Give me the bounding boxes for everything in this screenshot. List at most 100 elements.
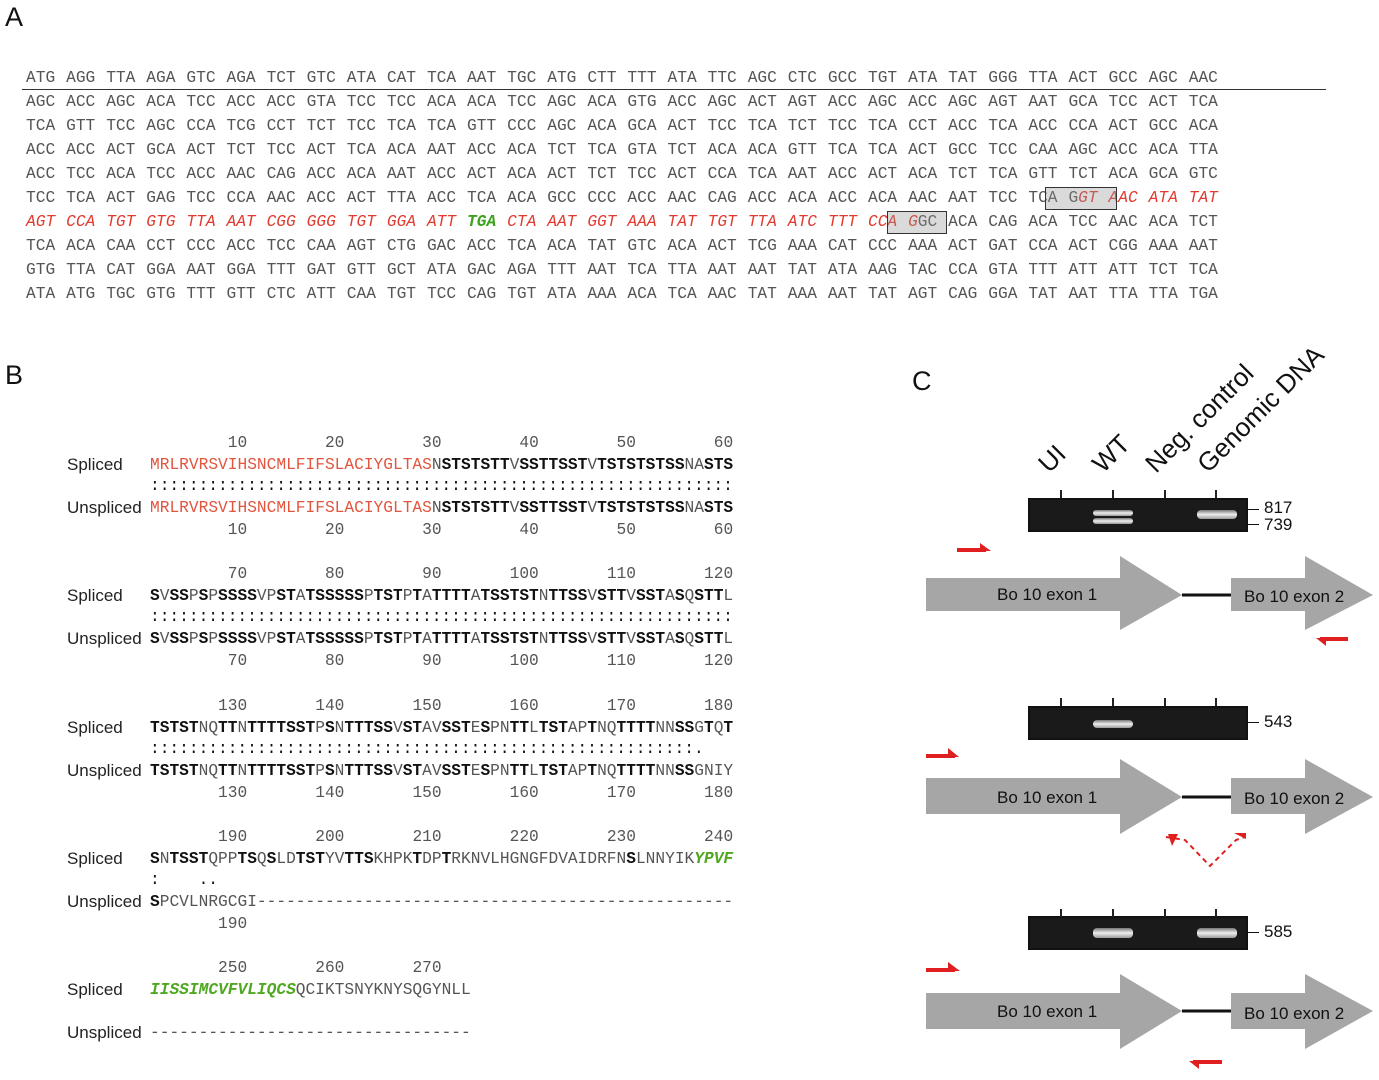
codon: ACT — [908, 141, 938, 159]
codon: CAG — [266, 165, 296, 183]
position-number: 70 — [227, 565, 248, 583]
codon: ACC — [306, 189, 336, 207]
codon: ACT — [346, 189, 376, 207]
codon: AGC — [867, 93, 898, 111]
codon: TTA — [106, 69, 136, 87]
codon: ACC — [306, 165, 336, 183]
position-number: 230 — [606, 828, 636, 846]
codon: AAT — [226, 213, 256, 231]
lane-label-wt: WT — [1086, 428, 1136, 479]
position-number: 120 — [704, 652, 734, 670]
gel-3-tick — [1164, 909, 1166, 917]
codon: TTT — [1028, 261, 1058, 279]
codon: GTT — [346, 261, 376, 279]
codon: CCT — [266, 117, 296, 135]
codon: GAT — [306, 261, 336, 279]
codon: TCG — [747, 237, 777, 255]
codon: TCA — [587, 141, 617, 159]
codon: TTT — [266, 261, 296, 279]
codon: TCC — [827, 117, 858, 135]
position-number: 120 — [704, 565, 734, 583]
codon: GTA — [988, 261, 1018, 279]
codon: ACC — [26, 141, 56, 159]
codon: ACA — [747, 141, 777, 159]
codon: ACA — [1148, 141, 1178, 159]
forward-primer-head — [948, 748, 959, 757]
codon: GTT — [226, 285, 256, 303]
exon-1-label: Bo 10 exon 1 — [997, 585, 1098, 604]
codon: AGT — [988, 93, 1018, 111]
codon: AGG — [66, 69, 96, 87]
codon: TAT — [867, 285, 898, 303]
codon: TAT — [1028, 285, 1058, 303]
codon: TCC — [346, 93, 376, 111]
codon: TCA — [426, 117, 457, 135]
codon: TCC — [627, 165, 657, 183]
codon: ACA — [146, 93, 176, 111]
codon: GGA — [386, 213, 416, 231]
position-number: 170 — [606, 697, 636, 715]
sequence-row: ACC ACC ACT GCA ACT TCT TCC ACT TCA ACA AAT ACC ACA T… — [26, 138, 1229, 162]
position-number: 130 — [218, 697, 248, 715]
codon: AGC — [747, 69, 777, 87]
codon: AAA — [1148, 237, 1178, 255]
codon: ATG — [66, 285, 96, 303]
codon: ACT — [867, 165, 898, 183]
exon-1-label: Bo 10 exon 1 — [997, 788, 1098, 807]
reverse-primer-head — [1316, 638, 1326, 646]
position-number: 180 — [704, 697, 734, 715]
spliced-label: Spliced — [67, 718, 123, 737]
codon: ACC — [747, 189, 777, 207]
gel-2-tick — [1164, 698, 1166, 706]
codon: GGT — [1068, 189, 1098, 207]
codon: TGT — [386, 285, 416, 303]
forward-primer-head — [980, 543, 991, 551]
position-number: 40 — [519, 434, 539, 452]
codon: AAT — [386, 165, 416, 183]
codon: CCA — [186, 117, 216, 135]
codon: AAT — [948, 189, 978, 207]
codon: GCC — [827, 69, 858, 87]
codon: TGC — [507, 69, 537, 87]
codon: TGT — [346, 213, 376, 231]
gel-2-band-wt — [1093, 720, 1133, 728]
gel-3-band-wt — [1093, 928, 1133, 938]
position-number: 160 — [509, 697, 539, 715]
codon: CCA — [867, 213, 898, 231]
position-number: 90 — [422, 652, 442, 670]
codon: GGA — [988, 285, 1018, 303]
codon: TCT — [948, 165, 978, 183]
codon: AGC — [547, 93, 577, 111]
codon: ATA — [908, 69, 938, 87]
position-number: 50 — [616, 434, 636, 452]
codon: TCA — [867, 117, 898, 135]
signal-underline — [22, 89, 1326, 90]
codon: TAT — [587, 237, 617, 255]
codon: GGG — [988, 69, 1018, 87]
codon: GAC — [426, 237, 457, 255]
unspliced-sequence: SVSSPSPSSSSVPSTATSSSSSPTSTPTATTTTATSSTST… — [150, 630, 734, 648]
panel-letter-b: B — [5, 360, 24, 390]
codon: CGG — [266, 213, 296, 231]
sequence-row: AGT CCA TGT GTG TTA AAT CGG GGG TGT GGA ATT TGA CTA A… — [26, 210, 1229, 234]
codon: TCC — [988, 141, 1018, 159]
position-number: 180 — [704, 784, 734, 802]
codon: ACA — [707, 141, 737, 159]
codon: TCA — [627, 261, 657, 279]
codon: ACT — [1068, 69, 1098, 87]
codon: ACC — [467, 237, 497, 255]
position-number: 70 — [227, 652, 248, 670]
position-number: 150 — [412, 697, 442, 715]
codon: TCC — [266, 141, 296, 159]
codon: CTT — [587, 69, 617, 87]
exon-2-label: Bo 10 exon 2 — [1244, 1004, 1345, 1023]
codon: GAC — [467, 261, 497, 279]
codon: TCA — [988, 117, 1018, 135]
codon: AAC — [908, 189, 938, 207]
codon: ATT — [1068, 261, 1098, 279]
codon: ATC — [787, 213, 817, 231]
position-number: 20 — [324, 434, 345, 452]
codon: TCG — [226, 117, 256, 135]
codon: ACA — [1028, 213, 1058, 231]
codon: TCC — [1068, 213, 1098, 231]
